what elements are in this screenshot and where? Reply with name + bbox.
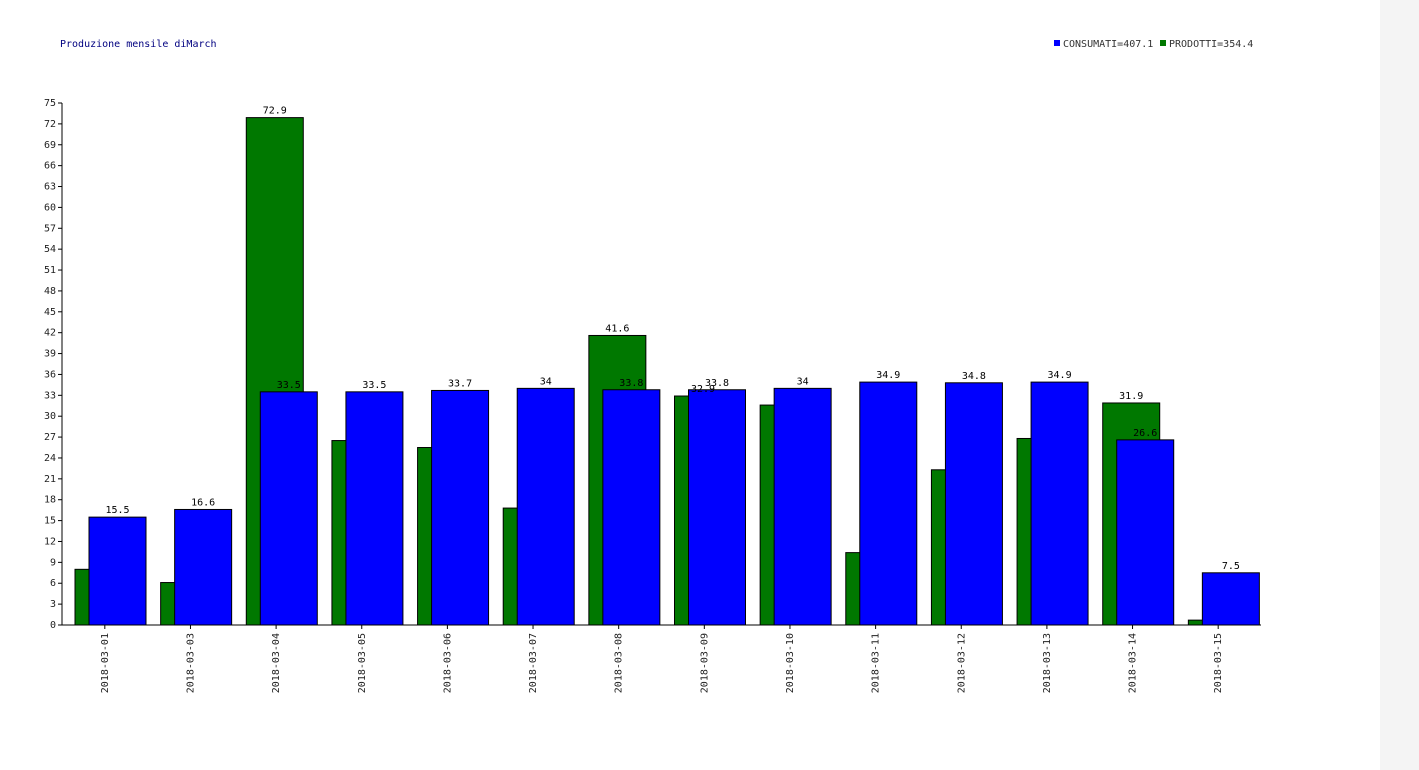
y-tick-label: 63 xyxy=(44,182,56,193)
x-tick-label: 2018-03-05 xyxy=(357,633,368,693)
data-label-consumati: 33.8 xyxy=(619,378,643,389)
data-label-prodotti: 41.6 xyxy=(605,323,629,334)
data-label-consumati: 34.9 xyxy=(876,370,900,381)
x-tick-label: 2018-03-04 xyxy=(271,633,282,693)
data-label-consumati: 15.5 xyxy=(105,505,129,516)
y-tick-label: 66 xyxy=(44,161,56,172)
bar-consumati-2018-03-03 xyxy=(174,508,233,626)
bar-consumati-2018-03-09 xyxy=(688,389,746,626)
y-tick-label: 48 xyxy=(44,286,56,297)
right-gutter xyxy=(1380,0,1419,770)
data-label-consumati: 26.6 xyxy=(1133,428,1157,439)
y-tick-label: 39 xyxy=(44,349,56,360)
x-tick-label: 2018-03-13 xyxy=(1042,633,1053,693)
legend-label-prodotti: PRODOTTI=354.4 xyxy=(1169,39,1253,50)
bar-consumati-2018-03-12 xyxy=(944,382,1003,626)
bar-chart: Produzione mensile diMarch CONSUMATI=407… xyxy=(44,39,1261,693)
y-tick-label: 72 xyxy=(44,119,56,130)
y-tick-label: 75 xyxy=(44,98,56,109)
x-tick-label: 2018-03-09 xyxy=(699,633,710,693)
y-tick-label: 15 xyxy=(44,516,56,527)
bar-consumati-2018-03-11 xyxy=(859,381,918,626)
y-tick-label: 12 xyxy=(44,536,56,547)
bar-consumati-2018-03-07 xyxy=(516,387,575,626)
y-tick-label: 60 xyxy=(44,202,56,213)
bar-consumati-2018-03-10 xyxy=(773,387,832,626)
bar-consumati-2018-03-14 xyxy=(1116,439,1175,626)
y-tick-label: 69 xyxy=(44,140,56,151)
data-label-consumati: 7.5 xyxy=(1222,561,1240,572)
data-label-prodotti: 72.9 xyxy=(263,106,287,117)
y-axis: 0369121518212427303336394245485154576063… xyxy=(44,98,63,631)
x-tick-label: 2018-03-01 xyxy=(100,633,111,693)
y-tick-label: 36 xyxy=(44,369,56,380)
y-tick-label: 33 xyxy=(44,390,56,401)
bars xyxy=(74,117,1260,626)
data-labels: 15.516.672.933.5 33.5 33.7 3441.633.832.933… xyxy=(105,106,1239,572)
bar-consumati-2018-03-15 xyxy=(1201,572,1260,626)
y-tick-label: 42 xyxy=(44,328,56,339)
data-label-consumati: 33.8 xyxy=(705,378,729,389)
y-tick-label: 57 xyxy=(44,223,56,234)
x-tick-label: 2018-03-06 xyxy=(442,633,453,693)
data-label-consumati: 33.7 xyxy=(448,378,472,389)
y-tick-label: 9 xyxy=(50,557,56,568)
y-tick-label: 0 xyxy=(50,620,56,631)
chart-title: Produzione mensile diMarch xyxy=(60,39,217,50)
data-label-consumati: 34.8 xyxy=(962,371,986,382)
data-label-consumati: 34.9 xyxy=(1048,370,1072,381)
x-tick-label: 2018-03-07 xyxy=(528,633,539,693)
legend-swatch-consumati xyxy=(1054,40,1060,46)
bar-consumati-2018-03-06 xyxy=(431,389,490,626)
bar-consumati-2018-03-08 xyxy=(602,389,661,626)
data-label-consumati: 34 xyxy=(540,376,552,387)
y-tick-label: 30 xyxy=(44,411,56,422)
x-tick-label: 2018-03-08 xyxy=(614,633,625,693)
x-axis: 2018-03-01 2018-03-03 2018-03-04 2018-03-05… xyxy=(62,624,1261,693)
y-tick-label: 21 xyxy=(44,474,56,485)
x-tick-label: 2018-03-12 xyxy=(956,633,967,693)
y-tick-label: 51 xyxy=(44,265,56,276)
y-tick-label: 24 xyxy=(44,453,56,464)
y-tick-label: 27 xyxy=(44,432,56,443)
legend-swatch-prodotti xyxy=(1160,40,1166,46)
data-label-consumati: 16.6 xyxy=(191,497,215,508)
bar-consumati-2018-03-05 xyxy=(345,391,404,626)
legend: CONSUMATI=407.1 PRODOTTI=354.4 xyxy=(1054,39,1253,50)
y-tick-label: 3 xyxy=(50,599,56,610)
legend-label-consumati: CONSUMATI=407.1 xyxy=(1063,39,1153,50)
y-tick-label: 45 xyxy=(44,307,56,318)
data-label-consumati: 33.5 xyxy=(362,380,386,391)
data-label-prodotti: 32.9 xyxy=(691,384,715,395)
bar-consumati-2018-03-01 xyxy=(88,516,147,626)
y-tick-label: 54 xyxy=(44,244,56,255)
data-label-prodotti: 31.9 xyxy=(1119,391,1143,402)
x-tick-label: 2018-03-15 xyxy=(1213,633,1224,693)
y-tick-label: 6 xyxy=(50,578,56,589)
x-tick-label: 2018-03-03 xyxy=(185,633,196,693)
bar-consumati-2018-03-04 xyxy=(259,391,318,626)
data-label-consumati: 34 xyxy=(797,376,809,387)
x-tick-label: 2018-03-10 xyxy=(785,633,796,693)
x-tick-label: 2018-03-14 xyxy=(1128,633,1139,693)
y-tick-label: 18 xyxy=(44,495,56,506)
bar-consumati-2018-03-13 xyxy=(1030,381,1089,626)
x-tick-label: 2018-03-11 xyxy=(871,633,882,693)
data-label-consumati: 33.5 xyxy=(277,380,301,391)
